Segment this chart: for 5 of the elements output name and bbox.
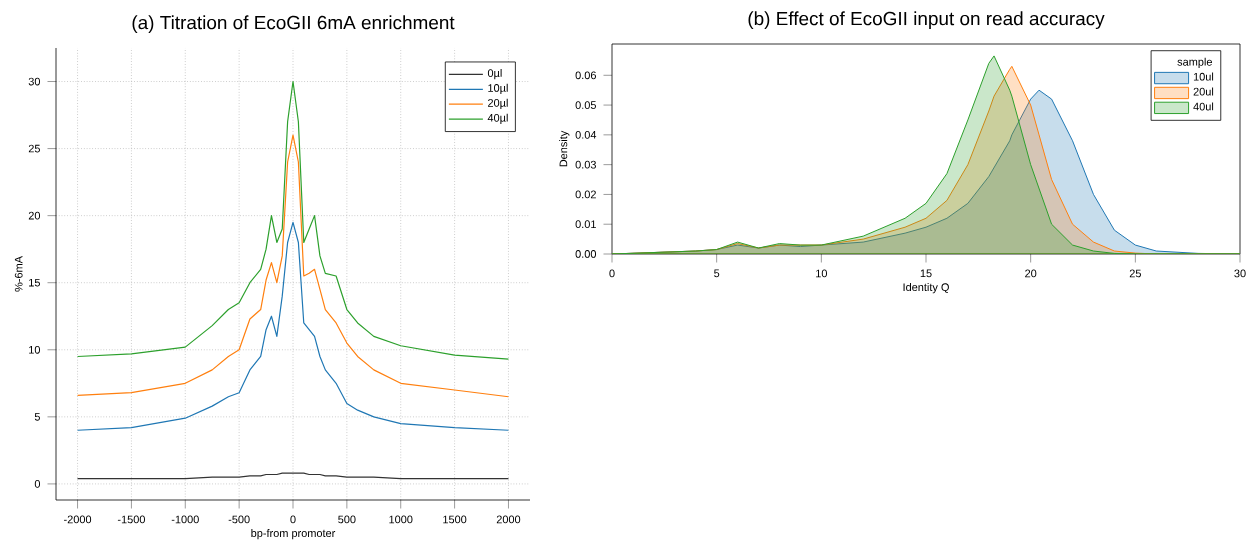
line-series <box>76 134 510 398</box>
chart-title: (a) Titration of EcoGII 6mA enrichment <box>132 15 455 33</box>
line-series <box>76 221 510 431</box>
chart-title: (b) Effect of EcoGII input on read accuracy <box>748 11 1105 29</box>
line-series <box>76 80 510 360</box>
